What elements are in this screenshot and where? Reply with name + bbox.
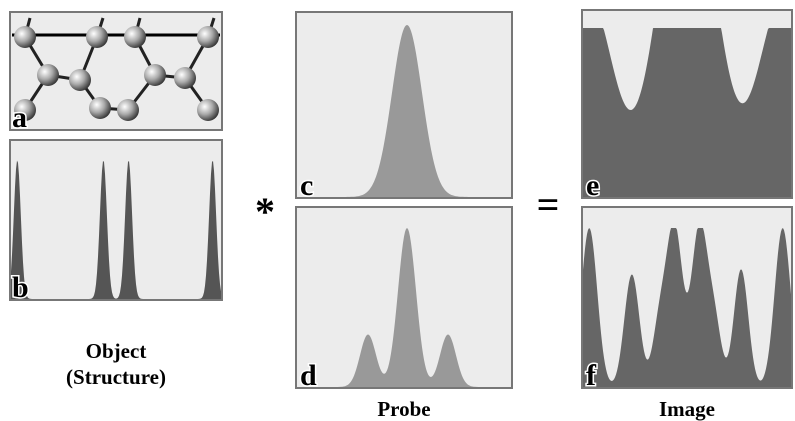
panel-label: a xyxy=(12,101,27,134)
caption: Probe xyxy=(377,397,430,421)
image-profile xyxy=(583,28,791,197)
profiles xyxy=(11,25,791,387)
panel-label: b xyxy=(12,271,29,304)
caption: (Structure) xyxy=(66,365,166,389)
image-profile xyxy=(583,228,791,387)
atoms xyxy=(14,26,219,121)
panel-label: e xyxy=(586,169,599,202)
panel-label: f xyxy=(586,359,597,392)
operator: = xyxy=(537,182,560,227)
caption: Image xyxy=(659,397,715,421)
panel-label: c xyxy=(300,169,313,202)
panel-b xyxy=(9,139,223,301)
probe-profile xyxy=(297,25,511,197)
operator: * xyxy=(255,189,275,234)
panel-label: d xyxy=(300,359,317,392)
caption: Object xyxy=(86,339,147,363)
probe-profile xyxy=(297,228,511,387)
